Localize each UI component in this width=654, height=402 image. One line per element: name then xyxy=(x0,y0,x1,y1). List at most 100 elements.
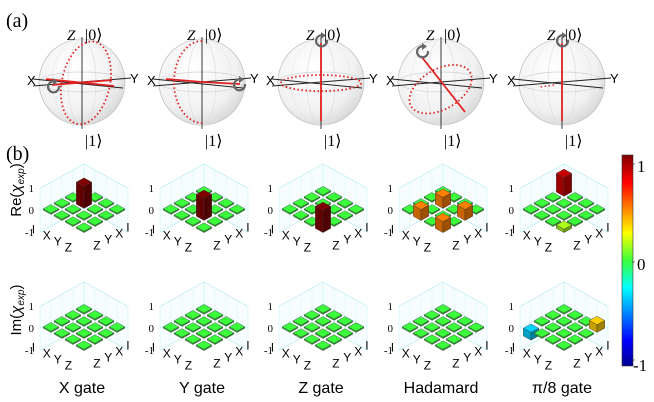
bar-face-top xyxy=(566,322,584,332)
bar xyxy=(217,328,235,339)
basis-label-row: X xyxy=(115,345,123,359)
bar-face-top xyxy=(303,310,321,320)
basis-label-row: X xyxy=(354,227,362,241)
basis-label-row: Y xyxy=(343,233,351,247)
bar-face-top xyxy=(184,216,202,226)
bar xyxy=(314,186,332,197)
bar xyxy=(42,322,60,333)
bar xyxy=(97,210,115,221)
bar-face-top xyxy=(292,198,310,208)
bar xyxy=(412,316,430,327)
bar xyxy=(303,322,321,333)
basis-label-row: I xyxy=(365,338,368,352)
z-tick-label: -1 xyxy=(384,227,393,239)
bar xyxy=(423,334,441,345)
colorbar-tick-label-mid: 0 xyxy=(637,255,646,274)
bar-face-top xyxy=(555,168,573,178)
basis-label-col: X xyxy=(163,229,171,243)
bar xyxy=(336,328,354,339)
bar xyxy=(184,322,202,333)
bar xyxy=(544,192,562,203)
bar xyxy=(423,310,441,321)
z-tick-label: 1 xyxy=(29,301,35,313)
z-tick-label: 1 xyxy=(29,183,35,195)
bar-face-top xyxy=(303,334,321,344)
bar-face-top xyxy=(173,210,191,220)
bar-face-top xyxy=(86,310,104,320)
basis-label-row: I xyxy=(485,220,488,234)
bar-face-top xyxy=(314,340,332,350)
bar xyxy=(412,328,430,339)
bar-face-top xyxy=(42,204,60,214)
ket0-label: |0⟩ xyxy=(85,27,102,44)
bar-face-top xyxy=(97,198,115,208)
bar-face-top xyxy=(434,340,452,350)
z-tick-label: 1 xyxy=(509,301,515,313)
bar xyxy=(434,328,452,339)
basis-label-row: Y xyxy=(463,351,471,365)
bar-face-top xyxy=(184,334,202,344)
gate-label-1: Y gate xyxy=(179,380,225,397)
gate-label-4: π/8 gate xyxy=(532,380,592,397)
bar-face-top xyxy=(42,322,60,332)
bar xyxy=(533,328,551,339)
z-tick-label: -1 xyxy=(145,345,154,357)
bar-face-top xyxy=(195,328,213,338)
bar-face-top xyxy=(75,304,93,314)
bar-face-top xyxy=(217,198,235,208)
bar xyxy=(555,168,573,197)
basis-label-col: I xyxy=(512,340,515,354)
bar-face-top xyxy=(555,220,573,230)
bar xyxy=(544,216,562,227)
bar xyxy=(456,316,474,327)
bar xyxy=(292,328,310,339)
colorbar-tick-label-top: 1 xyxy=(637,157,646,176)
bar-face-top xyxy=(434,188,452,198)
bar-face-top xyxy=(108,204,126,214)
bar xyxy=(53,316,71,327)
basis-label-col: X xyxy=(402,347,410,361)
bar-face-left xyxy=(196,193,205,221)
bar xyxy=(108,322,126,333)
bar-face-top xyxy=(456,316,474,326)
bar-face-top xyxy=(566,192,584,202)
bar-face-top xyxy=(64,216,82,226)
bar xyxy=(64,334,82,345)
bar-face-top xyxy=(325,192,343,202)
x-axis xyxy=(271,78,363,89)
bloch-sphere-3: Z |0⟩ |1⟩ X Y xyxy=(386,27,498,150)
bar xyxy=(314,328,332,339)
basis-label-col: Z xyxy=(545,241,552,255)
z-tick-label: 0 xyxy=(268,323,274,335)
bar-face-top xyxy=(162,322,180,332)
bar xyxy=(97,328,115,339)
basis-label-row: Z xyxy=(573,357,580,371)
bar-face-left xyxy=(315,206,324,233)
bar-face-top xyxy=(97,210,115,220)
ylabel-re: Re(χexp) xyxy=(8,163,27,217)
basis-label-row: Y xyxy=(343,351,351,365)
axis-label-y: Y xyxy=(610,71,619,86)
bar-face-top xyxy=(53,210,71,220)
bar-face-top xyxy=(97,316,115,326)
grid-line xyxy=(159,163,249,189)
bar-face-top xyxy=(86,216,104,226)
bar-face-top xyxy=(184,322,202,332)
bar-face-top xyxy=(53,198,71,208)
bar xyxy=(577,198,595,209)
x-axis xyxy=(152,78,244,89)
basis-label-col: I xyxy=(271,222,274,236)
bar-face-top xyxy=(347,204,365,214)
bar xyxy=(577,328,595,339)
bar xyxy=(53,328,71,339)
basis-label-col: X xyxy=(282,347,290,361)
bar-face-top xyxy=(206,334,224,344)
basis-label-row: X xyxy=(595,345,603,359)
bar xyxy=(75,316,93,327)
basis-label-col: Z xyxy=(304,359,311,373)
bar-face-top xyxy=(544,216,562,226)
bar-face-top xyxy=(64,310,82,320)
bar xyxy=(533,198,551,209)
bar-face-top xyxy=(97,328,115,338)
ylabel-re-chi: χ xyxy=(8,184,25,195)
